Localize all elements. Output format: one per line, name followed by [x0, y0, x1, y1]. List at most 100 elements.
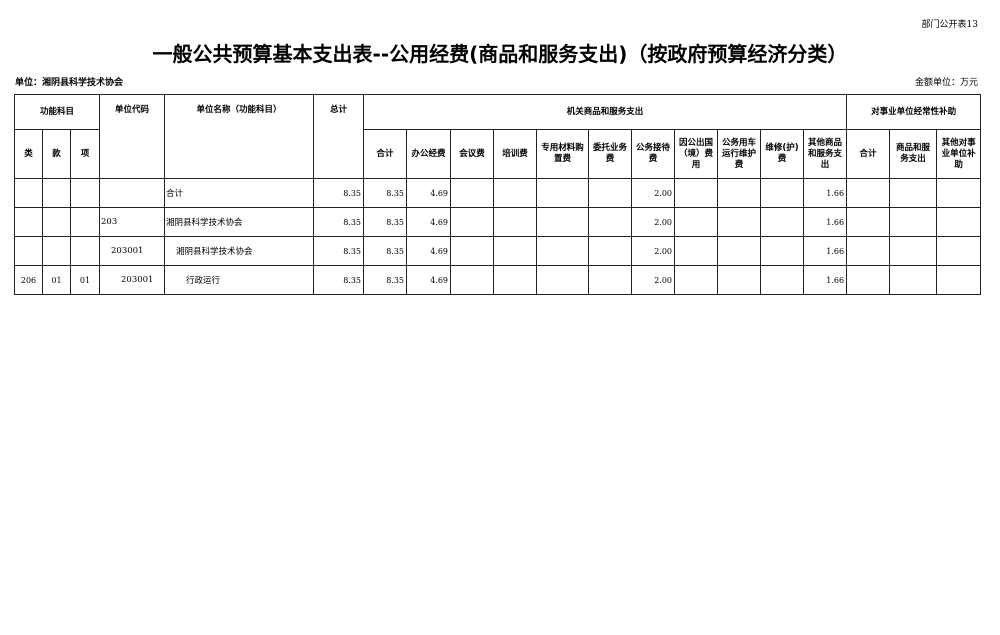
other-goods-cell: 1.66	[803, 207, 848, 237]
reception-cell: 2.00	[631, 178, 676, 208]
page-title: 一般公共预算基本支出表--公用经费(商品和服务支出)（按政府预算经济分类）	[152, 42, 848, 66]
header-g1-col: 公务接待费	[631, 129, 676, 179]
total-cell: 8.35	[313, 178, 365, 208]
table-row: 203 湘阴县科学技术协会 8.35 8.35 4.69 2.00 1.66	[14, 207, 982, 237]
lei-cell	[14, 236, 43, 266]
empty-cell	[760, 265, 805, 295]
header-g2-col: 合计	[846, 129, 891, 179]
other-goods-cell: 1.66	[803, 178, 848, 208]
unit-name-cell: 合计	[164, 178, 315, 208]
kuan-cell	[42, 236, 71, 266]
empty-cell	[760, 236, 805, 266]
empty-cell	[846, 236, 891, 266]
empty-cell	[493, 265, 538, 295]
header-g1-col: 会议费	[450, 129, 495, 179]
kuan-cell	[42, 178, 71, 208]
header-g1-col: 专用材料购置费	[536, 129, 590, 179]
office-cell: 4.69	[406, 265, 452, 295]
xiang-cell	[69, 236, 101, 266]
header-g1-col: 委托业务费	[588, 129, 633, 179]
empty-cell	[760, 207, 805, 237]
header-g1-col: 维修(护)费	[760, 129, 805, 179]
header-unit-code: 单位代码	[99, 94, 166, 179]
empty-cell	[450, 236, 495, 266]
empty-cell	[536, 265, 590, 295]
table-row: 203001 湘阴县科学技术协会 8.35 8.35 4.69 2.00 1.66	[14, 236, 982, 266]
empty-cell	[674, 265, 719, 295]
lei-cell: 206	[14, 265, 43, 295]
empty-cell	[717, 265, 762, 295]
empty-cell	[936, 236, 982, 266]
reception-cell: 2.00	[631, 236, 676, 266]
header-g2-col: 商品和服务支出	[889, 129, 938, 179]
unit-label: 单位：湘阴县科学技术协会	[15, 78, 124, 88]
empty-cell	[889, 265, 938, 295]
empty-cell	[846, 207, 891, 237]
empty-cell	[846, 178, 891, 208]
table-row: 206 01 01 203001 行政运行 8.35 8.35 4.69 2.00 1.66	[14, 265, 982, 295]
empty-cell	[889, 207, 938, 237]
empty-cell	[674, 236, 719, 266]
xiang-cell	[69, 207, 101, 237]
total-cell: 8.35	[313, 265, 365, 295]
empty-cell	[846, 265, 891, 295]
money-unit-label: 金额单位：万元	[914, 78, 978, 88]
empty-cell	[588, 178, 633, 208]
header-g2-col: 其他对事业单位补助	[936, 129, 982, 179]
lei-cell	[14, 207, 43, 237]
header-g1-col: 其他商品和服务支出	[803, 129, 848, 179]
expenditure-table: 功能科目 单位代码 单位名称（功能科目） 总计 机关商品和服务支出 对事业单位经…	[13, 94, 982, 295]
total-cell: 8.35	[313, 236, 365, 266]
empty-cell	[674, 207, 719, 237]
office-cell: 4.69	[406, 207, 452, 237]
header-g1-col: 办公经费	[406, 129, 452, 179]
other-goods-cell: 1.66	[803, 236, 848, 266]
xiang-cell	[69, 178, 101, 208]
header-g1-col: 因公出国（境）费用	[674, 129, 719, 179]
header-total: 总计	[313, 94, 365, 179]
empty-cell	[936, 207, 982, 237]
empty-cell	[493, 207, 538, 237]
reception-cell: 2.00	[631, 207, 676, 237]
reception-cell: 2.00	[631, 265, 676, 295]
empty-cell	[450, 207, 495, 237]
unit-name-cell: 行政运行	[164, 265, 315, 295]
empty-cell	[536, 178, 590, 208]
g1-total-cell: 8.35	[363, 236, 408, 266]
lei-cell	[14, 178, 43, 208]
header-xiang: 项	[69, 129, 101, 179]
empty-cell	[450, 265, 495, 295]
empty-cell	[536, 207, 590, 237]
empty-cell	[674, 178, 719, 208]
header-group-goods-services: 机关商品和服务支出	[363, 94, 848, 130]
kuan-cell: 01	[42, 265, 71, 295]
header-group-subsidy: 对事业单位经常性补助	[846, 94, 982, 130]
empty-cell	[889, 178, 938, 208]
g1-total-cell: 8.35	[363, 207, 408, 237]
empty-cell	[588, 265, 633, 295]
empty-cell	[536, 236, 590, 266]
header-unit-name: 单位名称（功能科目）	[164, 94, 315, 179]
empty-cell	[936, 178, 982, 208]
empty-cell	[936, 265, 982, 295]
empty-cell	[588, 207, 633, 237]
xiang-cell: 01	[69, 265, 101, 295]
header-func-subject: 功能科目	[13, 94, 101, 130]
header-g1-col: 培训费	[493, 129, 538, 179]
table-row: 合计 8.35 8.35 4.69 2.00 1.66	[14, 178, 982, 208]
g1-total-cell: 8.35	[363, 178, 408, 208]
unit-name-cell: 湘阴县科学技术协会	[164, 236, 315, 266]
empty-cell	[717, 207, 762, 237]
header-lei: 类	[14, 129, 43, 179]
office-cell: 4.69	[406, 236, 452, 266]
empty-cell	[717, 178, 762, 208]
other-goods-cell: 1.66	[803, 265, 848, 295]
empty-cell	[760, 178, 805, 208]
empty-cell	[450, 178, 495, 208]
empty-cell	[493, 178, 538, 208]
empty-cell	[588, 236, 633, 266]
header-kuan: 款	[42, 129, 71, 179]
empty-cell	[889, 236, 938, 266]
table-number: 部门公开表13	[921, 20, 978, 30]
unit-code-cell: 203001	[99, 236, 166, 266]
